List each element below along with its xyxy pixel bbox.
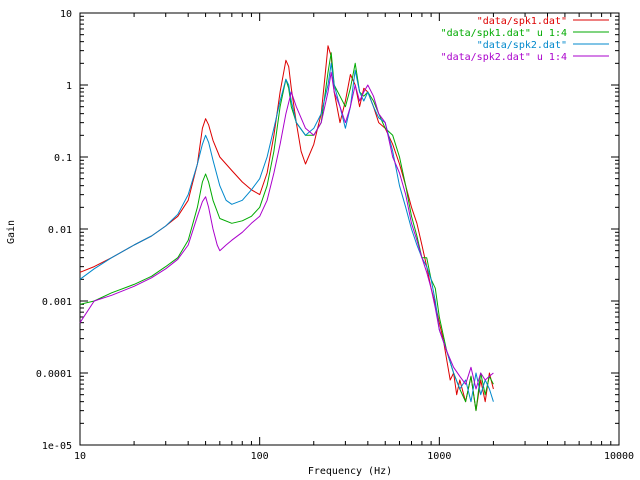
x-tick-label: 1000 [427,451,451,462]
legend-label: "data/spk2.dat" [477,40,567,51]
y-tick: 0.1 [54,153,619,164]
y-tick: 0.0001 [36,369,619,380]
y-tick-label: 0.1 [54,153,72,164]
y-tick: 0.001 [42,297,619,308]
series-line-1 [79,45,494,412]
y-tick: 10 [60,9,619,20]
y-tick-label: 0.001 [42,297,72,308]
x-axis-label: Frequency (Hz) [308,466,392,477]
x-tick: 100 [251,13,269,462]
legend-entry: "data/spk1.dat" [477,16,609,27]
series-lines [79,45,494,412]
series-line-4 [79,71,494,390]
y-axis-label: Gain [6,220,17,244]
y-tick-label: 10 [60,9,72,20]
legend-entry: "data/spk2.dat" u 1:4 [441,52,609,63]
series-line-2 [79,52,494,412]
legend: "data/spk1.dat""data/spk1.dat" u 1:4"dat… [441,16,609,63]
axis-ticks: 10 100 1000 10000 1e-05 0.0001 0.001 0.01 0.1 1 10 [36,9,634,462]
y-tick-label: 0.01 [48,225,72,236]
y-tick: 1 [66,81,619,92]
y-tick-label: 0.0001 [36,369,72,380]
x-tick-label: 100 [251,451,269,462]
y-tick: 1e-05 [42,441,619,452]
y-tick-label: 1 [66,81,72,92]
x-tick-label: 10000 [604,451,634,462]
series-line-3 [79,62,494,403]
legend-label: "data/spk1.dat" [477,16,567,27]
legend-label: "data/spk1.dat" u 1:4 [441,28,567,39]
x-tick: 1000 [427,13,451,462]
legend-entry: "data/spk1.dat" u 1:4 [441,28,609,39]
y-tick-label: 1e-05 [42,441,72,452]
legend-entry: "data/spk2.dat" [477,40,609,51]
y-tick: 0.01 [48,225,619,236]
legend-label: "data/spk2.dat" u 1:4 [441,52,567,63]
x-tick-label: 10 [74,451,86,462]
